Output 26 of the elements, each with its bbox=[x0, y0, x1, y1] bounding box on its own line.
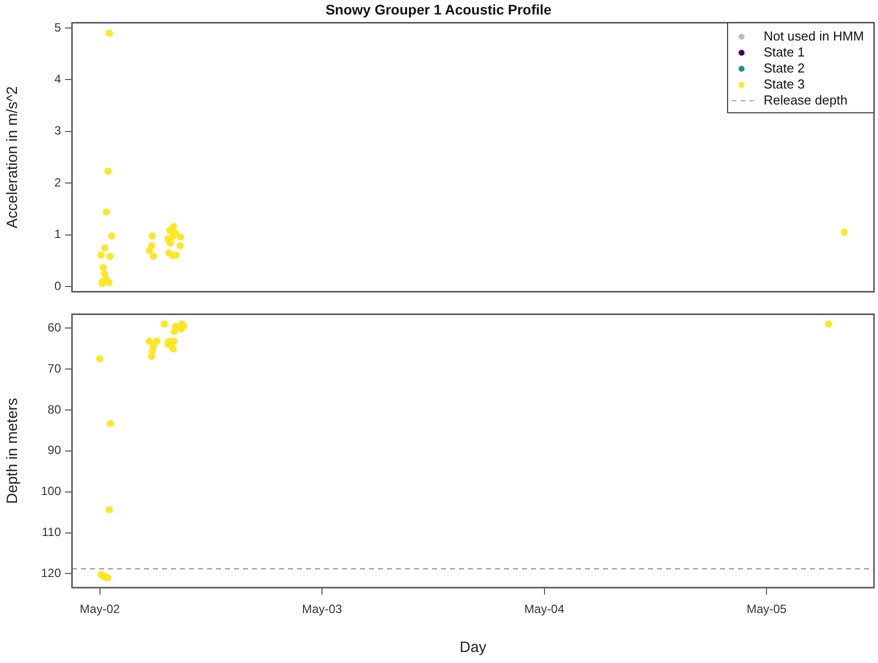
y-tick-label: 5 bbox=[54, 20, 62, 34]
y-tick-label: 60 bbox=[48, 320, 62, 334]
y-tick-label: 2 bbox=[54, 175, 62, 190]
x-tick-label: May-05 bbox=[746, 602, 787, 616]
x-tick-label: May-04 bbox=[524, 602, 565, 616]
text: Release depth bbox=[764, 92, 848, 108]
y-tick-label: 80 bbox=[48, 402, 62, 416]
legend-label: State 3 bbox=[764, 76, 805, 92]
y-tick-label: 3 bbox=[54, 124, 62, 138]
y-tick-label: 120 bbox=[40, 566, 62, 580]
y-axis-title: Acceleration in m/s^2 bbox=[4, 86, 22, 228]
y-tick-label: 90 bbox=[48, 443, 62, 458]
y-tick-label: 4 bbox=[54, 72, 62, 86]
x-tick-label: May-02 bbox=[80, 602, 120, 616]
y-axis-title: Depth in meters bbox=[4, 398, 22, 504]
y-tick-label: 110 bbox=[42, 525, 62, 540]
x-axis-title: Day bbox=[460, 639, 487, 656]
legend-label: Not used in HMM bbox=[764, 28, 864, 44]
y-tick-label: 1 bbox=[54, 227, 62, 242]
x-tick-label: May-03 bbox=[302, 602, 342, 616]
y-tick-label: 0 bbox=[54, 278, 62, 293]
legend-label: State 1 bbox=[764, 44, 805, 60]
y-tick-label: 100 bbox=[40, 484, 62, 498]
chart-title: Snowy Grouper 1 Acoustic Profile bbox=[326, 1, 552, 18]
legend-label: State 2 bbox=[764, 60, 805, 76]
y-tick-label: 70 bbox=[48, 361, 62, 376]
